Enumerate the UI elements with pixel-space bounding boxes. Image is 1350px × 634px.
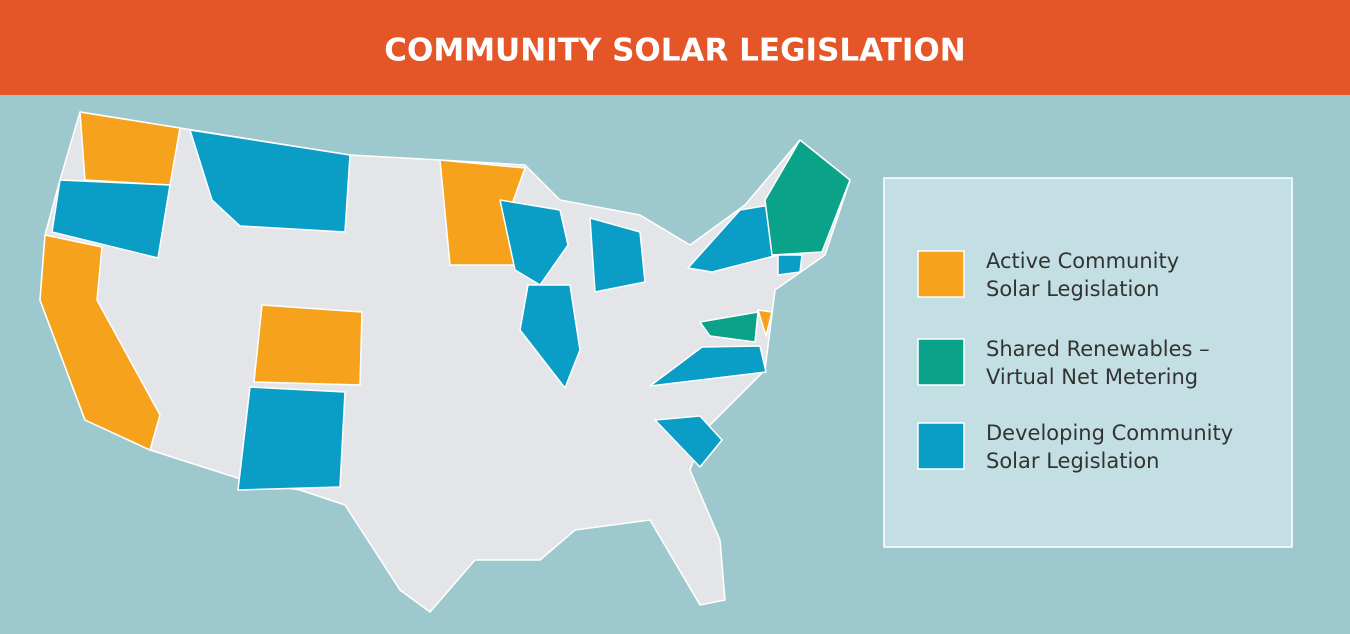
state: [699, 311, 759, 343]
us-outline: [39, 111, 851, 613]
state: [519, 284, 581, 389]
map: [39, 111, 851, 613]
state: [237, 386, 346, 491]
state: [39, 234, 161, 451]
state: [654, 415, 723, 468]
legend-swatch: [917, 422, 965, 470]
legend-label: Developing Community: [986, 421, 1233, 445]
legend-label: Virtual Net Metering: [986, 365, 1198, 389]
state: [757, 309, 773, 337]
legend-swatch: [917, 250, 965, 298]
legend-label: Solar Legislation: [986, 449, 1159, 473]
legend-label: Active Community: [986, 249, 1179, 273]
legend: Active Community Solar Legislation Shared …: [917, 249, 1233, 473]
header-bar: [0, 0, 1350, 95]
state: [51, 179, 171, 259]
state: [764, 139, 851, 256]
legend-swatch: [917, 338, 965, 386]
legend-label: Solar Legislation: [986, 277, 1159, 301]
legend-label: Shared Renewables –: [986, 337, 1210, 361]
title: COMMUNITY SOLAR LEGISLATION: [384, 33, 965, 69]
state: [253, 304, 363, 386]
state: [777, 254, 803, 276]
state: [649, 345, 767, 387]
state: [189, 129, 351, 233]
state: [589, 217, 646, 293]
state: [499, 199, 569, 286]
